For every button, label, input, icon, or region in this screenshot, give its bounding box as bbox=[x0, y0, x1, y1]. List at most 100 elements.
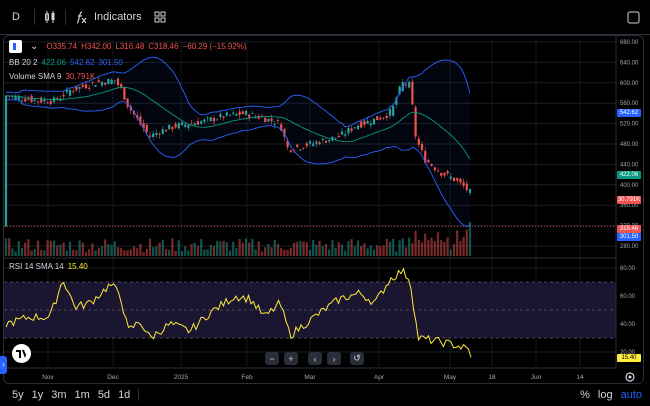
volume-bar bbox=[449, 249, 452, 256]
candle-body bbox=[331, 136, 334, 141]
rsi-label: RSI 14 SMA 14 bbox=[9, 262, 64, 271]
volume-bar bbox=[75, 250, 78, 256]
candle-body bbox=[353, 127, 356, 129]
volume-bar bbox=[136, 248, 139, 256]
volume-bar bbox=[436, 232, 440, 256]
zoom-in-button[interactable]: + bbox=[284, 352, 298, 365]
percent-scale-toggle[interactable]: % bbox=[580, 389, 590, 401]
volume-legend[interactable]: Volume SMA 9 30.791K bbox=[9, 72, 95, 81]
zoom-out-button[interactable]: − bbox=[265, 352, 279, 365]
volume-bar bbox=[8, 238, 11, 256]
volume-bar bbox=[270, 247, 273, 256]
candle-body bbox=[280, 124, 283, 131]
candle-body bbox=[302, 147, 305, 149]
range-3m[interactable]: 3m bbox=[51, 389, 67, 401]
bb-upper-value: 542.62 bbox=[69, 58, 95, 67]
price-axis-label: 360.00 bbox=[620, 203, 639, 209]
volume-bar bbox=[420, 242, 424, 256]
volume-bar bbox=[107, 244, 110, 256]
range-5d[interactable]: 5d bbox=[97, 389, 111, 401]
volume-bar bbox=[171, 238, 174, 256]
rsi-value: 15.40 bbox=[67, 262, 88, 271]
interval-button[interactable]: D bbox=[12, 11, 20, 23]
bb-lower-tag: 301.50 bbox=[617, 233, 641, 241]
reset-chart-button[interactable]: ↺ bbox=[350, 352, 364, 365]
auto-scale-toggle[interactable]: auto bbox=[620, 389, 642, 401]
rsi-line bbox=[5, 267, 472, 358]
bottom-toolbar: 5y 1y 3m 1m 5d 1d % log auto bbox=[0, 384, 650, 406]
indicators-button[interactable]: Indicators bbox=[74, 10, 142, 24]
range-1y[interactable]: 1y bbox=[31, 389, 44, 401]
candle-body bbox=[222, 116, 225, 118]
candle-body bbox=[180, 122, 184, 125]
candle-body bbox=[238, 111, 241, 115]
candle-body bbox=[465, 183, 468, 190]
candle-body bbox=[289, 150, 292, 152]
reset-icon: ↺ bbox=[353, 353, 361, 363]
expand-sidebar-button[interactable]: › bbox=[0, 356, 7, 374]
volume-bar bbox=[110, 244, 113, 256]
volume-bar bbox=[187, 250, 190, 256]
candle-body bbox=[273, 124, 276, 126]
symbol-logo-icon[interactable] bbox=[9, 40, 22, 53]
volume-bar bbox=[81, 242, 84, 256]
volume-bar bbox=[129, 249, 132, 256]
volume-bar bbox=[433, 240, 436, 256]
volume-bar bbox=[318, 240, 321, 256]
interval-label: D bbox=[12, 11, 20, 23]
volume-bar bbox=[369, 245, 372, 256]
range-1d[interactable]: 1d bbox=[118, 389, 131, 401]
chevron-down-icon[interactable]: ⌄ bbox=[30, 41, 39, 52]
layouts-button[interactable] bbox=[154, 11, 166, 23]
volume-bar bbox=[59, 244, 62, 256]
volume-bar bbox=[126, 250, 129, 256]
bb-legend[interactable]: BB 20 2 422.06 542.62 301.50 bbox=[9, 58, 123, 67]
volume-bar bbox=[392, 238, 395, 256]
candle-body bbox=[235, 113, 238, 116]
chart-settings-button[interactable] bbox=[624, 370, 636, 382]
volume-bar bbox=[452, 244, 456, 256]
volume-bar bbox=[228, 250, 232, 256]
range-5y[interactable]: 5y bbox=[12, 389, 24, 401]
candle-body bbox=[190, 123, 193, 125]
volume-bar bbox=[427, 240, 430, 256]
volume-bar bbox=[123, 250, 126, 256]
log-scale-toggle[interactable]: log bbox=[597, 389, 613, 401]
candle-body bbox=[232, 112, 235, 114]
volume-bar bbox=[286, 250, 289, 256]
price-axis-label: 440.00 bbox=[620, 162, 639, 168]
volume-bar bbox=[184, 246, 187, 256]
rsi-legend[interactable]: RSI 14 SMA 14 15.40 bbox=[9, 262, 88, 271]
volume-bar bbox=[84, 251, 88, 256]
candle-body bbox=[91, 81, 94, 83]
candle-body bbox=[56, 98, 59, 100]
fullscreen-button[interactable] bbox=[627, 11, 640, 24]
volume-bar bbox=[356, 240, 360, 256]
candle-body bbox=[241, 111, 244, 115]
candle-body bbox=[427, 160, 430, 163]
volume-bar bbox=[366, 248, 369, 256]
volume-bar bbox=[264, 247, 267, 256]
candle-body bbox=[404, 84, 408, 86]
candle-body bbox=[366, 120, 369, 124]
candle-body bbox=[372, 118, 376, 125]
scroll-left-button[interactable]: ‹ bbox=[308, 352, 322, 365]
scroll-right-button[interactable]: › bbox=[327, 352, 341, 365]
tradingview-logo-icon[interactable] bbox=[12, 344, 31, 363]
candles-style-button[interactable] bbox=[43, 10, 57, 24]
volume-bar bbox=[414, 230, 417, 256]
volume-bar bbox=[113, 241, 116, 256]
candle-body bbox=[142, 122, 145, 129]
range-1m[interactable]: 1m bbox=[74, 389, 90, 401]
candle-body bbox=[4, 95, 8, 227]
volume-bar bbox=[225, 242, 228, 256]
toolbar-divider bbox=[64, 9, 66, 25]
rsi-tag: 15.40 bbox=[617, 354, 641, 362]
price-axis-label: 560.00 bbox=[620, 101, 639, 107]
volume-bar bbox=[257, 241, 260, 256]
chart-grid bbox=[4, 40, 616, 366]
volume-bar bbox=[46, 240, 49, 256]
volume-bar bbox=[52, 240, 56, 256]
candle-body bbox=[382, 117, 385, 119]
